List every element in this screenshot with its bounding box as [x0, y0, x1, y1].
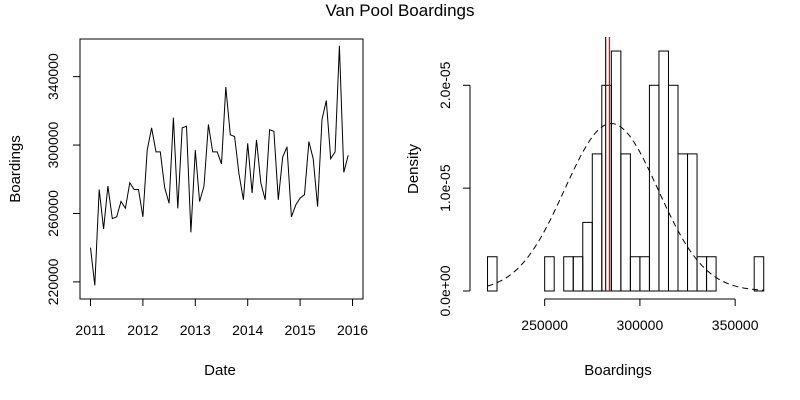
y-tick-label: 220000 — [45, 258, 61, 305]
time-series-plot-box — [79, 38, 364, 300]
histogram-bars — [487, 50, 765, 292]
histogram-bar — [696, 256, 708, 292]
histogram-bar — [591, 153, 603, 292]
x-tick-label: 250000 — [521, 317, 568, 333]
histogram-y-axis: 0.0e+00 1.0e-05 2.0e-05 — [437, 61, 471, 317]
normal-density-curve — [487, 122, 764, 291]
y-tick-label: 1.0e-05 — [437, 164, 453, 212]
x-tick-label: 300000 — [617, 317, 664, 333]
boardings-series-line — [90, 45, 349, 286]
histogram-x-label: Boardings — [584, 362, 652, 379]
histogram-bar — [677, 153, 689, 292]
histogram-bar — [572, 256, 584, 292]
y-tick-label: 260000 — [45, 190, 61, 237]
x-tick-label: 2014 — [232, 322, 263, 338]
histogram-bar — [753, 256, 765, 292]
time-series-y-axis: 220000 260000 300000 340000 — [45, 53, 80, 305]
histogram-bar — [687, 153, 698, 292]
y-tick-label: 2.0e-05 — [437, 61, 453, 109]
histogram-y-label: Density — [405, 143, 422, 194]
histogram-bar — [487, 256, 498, 292]
histogram-bar — [706, 256, 717, 292]
chart-title: Van Pool Boardings — [325, 1, 474, 20]
time-series-panel: 2011 2012 2013 2014 2015 2016 220000 260000 300… — [7, 38, 368, 379]
x-tick-label: 2011 — [75, 322, 105, 338]
y-tick-label: 340000 — [45, 53, 61, 100]
histogram-bar — [610, 50, 622, 292]
y-tick-label: 0.0e+00 — [437, 265, 453, 316]
x-tick-label: 350000 — [712, 317, 759, 333]
histogram-bar — [667, 84, 679, 292]
x-tick-label: 2015 — [285, 322, 316, 338]
histogram-bar — [582, 221, 593, 292]
x-tick-label: 2012 — [127, 322, 158, 338]
histogram-bar — [620, 153, 631, 292]
x-tick-label: 2013 — [180, 322, 211, 338]
reference-lines — [604, 37, 611, 291]
histogram-bar — [544, 256, 555, 292]
histogram-bar — [629, 256, 641, 292]
time-series-x-label: Date — [204, 362, 236, 379]
time-series-y-label: Boardings — [7, 135, 24, 203]
time-series-x-axis: 2011 2012 2013 2014 2015 2016 — [75, 299, 368, 338]
histogram-panel: 250000 300000 350000 0.0e+00 1.0e-05 2.0e-05… — [405, 37, 765, 379]
y-tick-label: 300000 — [45, 121, 61, 168]
x-tick-label: 2016 — [337, 322, 368, 338]
histogram-bar — [563, 256, 574, 292]
histogram-bar — [639, 256, 650, 292]
histogram-x-axis: 250000 300000 350000 — [521, 298, 759, 333]
histogram-bar — [658, 50, 669, 292]
